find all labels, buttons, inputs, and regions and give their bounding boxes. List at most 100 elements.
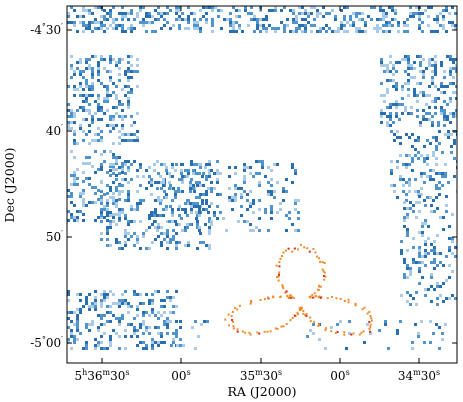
map-pixel [91,30,94,33]
map-pixel [346,21,349,24]
map-pixel [136,190,139,193]
map-pixel [187,27,190,30]
map-pixel [82,100,85,103]
map-pixel [231,208,234,211]
map-pixel [124,335,127,338]
map-pixel [292,18,295,21]
map-pixel [118,335,121,338]
map-pixel [402,163,405,166]
map-pixel [435,139,438,142]
map-pixel [380,115,383,118]
map-pixel [76,109,79,112]
map-pixel [418,270,421,273]
map-pixel [70,183,73,186]
map-pixel [198,214,201,217]
map-pixel [443,109,446,112]
map-pixel [392,121,395,124]
map-pixel [172,296,175,299]
map-pixel [139,199,142,202]
map-pixel [130,91,133,94]
map-pixel [91,76,94,79]
map-pixel [184,208,187,211]
map-pixel [91,302,94,305]
map-pixel [67,85,70,88]
map-pixel [115,64,118,67]
map-pixel [256,27,259,30]
intensity-map-pixels [67,6,457,350]
map-pixel [100,82,103,85]
map-pixel [97,97,100,100]
map-pixel [409,294,412,297]
map-pixel [70,127,73,130]
map-pixel [199,27,202,30]
map-pixel [415,216,418,219]
map-pixel [67,21,70,24]
map-pixel [73,311,76,314]
contour-pixel [302,309,305,312]
map-pixel [163,299,166,302]
map-pixel [151,299,154,302]
map-pixel [153,163,156,166]
map-pixel [443,115,446,118]
map-pixel [386,124,389,127]
map-pixel [151,223,154,226]
contour-pixel [360,331,363,334]
map-pixel [112,163,115,166]
map-pixel [255,226,258,229]
map-pixel [166,332,169,335]
map-pixel [168,187,171,190]
map-pixel [258,172,261,175]
map-pixel [366,323,369,326]
map-pixel [109,196,112,199]
map-pixel [127,55,130,58]
map-pixel [127,196,130,199]
map-pixel [446,55,449,58]
map-pixel [336,323,339,326]
map-pixel [67,299,70,302]
map-pixel [160,15,163,18]
map-pixel [394,12,397,15]
map-pixel [124,299,127,302]
map-pixel [445,210,448,213]
map-pixel [115,302,118,305]
map-pixel [451,213,454,216]
map-pixel [429,169,432,172]
map-pixel [385,12,388,15]
map-pixel [163,196,166,199]
contour-pixel [311,294,314,297]
map-pixel [234,199,237,202]
map-pixel [150,193,153,196]
map-pixel [193,24,196,27]
map-pixel [91,323,94,326]
map-pixel [451,270,454,273]
contour-pixel [321,268,324,271]
map-pixel [313,6,316,9]
contour-pixel [280,325,283,328]
map-pixel [292,9,295,12]
map-pixel [124,178,127,181]
map-pixel [413,88,416,91]
map-pixel [195,172,198,175]
map-pixel [67,326,70,329]
map-pixel [406,216,409,219]
map-pixel [163,323,166,326]
map-pixel [244,9,247,12]
map-pixel [79,106,82,109]
x-ticks [101,6,420,363]
map-pixel [446,115,449,118]
map-pixel [280,21,283,24]
map-pixel [136,175,139,178]
map-pixel [395,85,398,88]
map-pixel [219,172,222,175]
map-pixel [127,169,130,172]
map-pixel [192,172,195,175]
map-pixel [196,220,199,223]
map-pixel [380,112,383,115]
map-pixel [196,163,199,166]
map-pixel [156,214,159,217]
map-pixel [136,329,139,332]
map-pixel [294,169,297,172]
map-pixel [100,109,103,112]
map-pixel [433,249,436,252]
map-pixel [316,30,319,33]
